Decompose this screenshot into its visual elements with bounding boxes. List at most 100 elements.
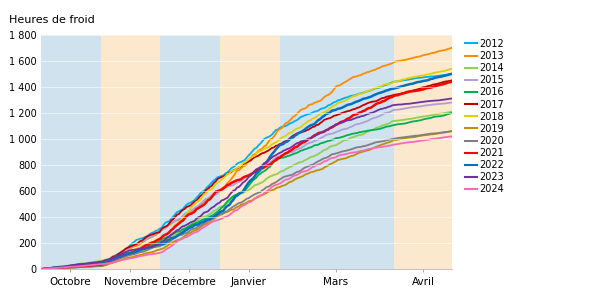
2017 <box>133 242 140 246</box>
2016 <box>448 111 455 115</box>
Line: 2019: 2019 <box>41 131 452 269</box>
Bar <box>160 35 220 269</box>
2021 <box>133 249 140 253</box>
2014 <box>38 267 45 271</box>
2015 <box>448 101 455 104</box>
2016 <box>38 267 45 271</box>
2013 <box>448 46 455 49</box>
2022 <box>113 255 121 259</box>
2012 <box>148 231 155 235</box>
Line: 2022: 2022 <box>41 74 452 269</box>
2019 <box>148 251 155 254</box>
2024 <box>148 252 155 256</box>
2021 <box>241 175 248 178</box>
2014 <box>113 255 121 259</box>
2013 <box>133 244 140 248</box>
2019 <box>179 236 187 239</box>
2012 <box>179 207 187 211</box>
Text: Heures de froid: Heures de froid <box>8 15 94 25</box>
2020 <box>49 267 56 270</box>
2023 <box>49 266 56 270</box>
2023 <box>133 248 140 251</box>
Bar <box>220 35 280 269</box>
2023 <box>148 245 155 248</box>
2021 <box>148 241 155 244</box>
2019 <box>113 260 121 263</box>
2017 <box>241 162 248 165</box>
2019 <box>49 267 56 270</box>
Line: 2013: 2013 <box>41 48 452 269</box>
2017 <box>113 254 121 257</box>
Line: 2021: 2021 <box>41 82 452 269</box>
2022 <box>38 267 45 271</box>
2017 <box>38 267 45 271</box>
Bar <box>41 35 101 269</box>
2019 <box>38 267 45 271</box>
Legend: 2012, 2013, 2014, 2015, 2016, 2017, 2018, 2019, 2020, 2021, 2022, 2023, 2024: 2012, 2013, 2014, 2015, 2016, 2017, 2018… <box>461 35 508 198</box>
2018 <box>179 216 187 219</box>
2017 <box>179 208 187 212</box>
Line: 2023: 2023 <box>41 99 452 269</box>
2015 <box>133 243 140 246</box>
2020 <box>241 198 248 202</box>
2016 <box>179 228 187 231</box>
2024 <box>113 260 121 263</box>
2021 <box>448 80 455 84</box>
2012 <box>49 266 56 269</box>
2020 <box>148 246 155 250</box>
2019 <box>241 202 248 205</box>
2022 <box>148 245 155 249</box>
2018 <box>113 258 121 261</box>
2024 <box>133 255 140 259</box>
2016 <box>113 257 121 260</box>
2012 <box>113 253 121 256</box>
2024 <box>49 267 56 270</box>
2015 <box>241 176 248 179</box>
2014 <box>148 245 155 249</box>
2018 <box>49 267 56 270</box>
2024 <box>38 267 45 271</box>
2020 <box>113 258 121 261</box>
2015 <box>113 254 121 257</box>
2023 <box>38 267 45 271</box>
2017 <box>448 79 455 82</box>
2013 <box>38 267 45 271</box>
2019 <box>448 129 455 133</box>
Line: 2016: 2016 <box>41 113 452 269</box>
2014 <box>179 227 187 230</box>
2021 <box>113 256 121 260</box>
Line: 2018: 2018 <box>41 69 452 269</box>
2023 <box>241 180 248 183</box>
2012 <box>38 267 45 271</box>
2018 <box>148 241 155 245</box>
2016 <box>148 243 155 246</box>
2022 <box>179 231 187 234</box>
2013 <box>49 267 56 270</box>
2016 <box>241 189 248 192</box>
2018 <box>448 67 455 70</box>
2014 <box>241 190 248 194</box>
2023 <box>113 254 121 258</box>
Line: 2017: 2017 <box>41 80 452 269</box>
2022 <box>241 187 248 190</box>
2020 <box>133 252 140 255</box>
2013 <box>241 164 248 168</box>
Line: 2012: 2012 <box>41 74 452 269</box>
2016 <box>133 250 140 254</box>
2014 <box>448 110 455 113</box>
2015 <box>38 267 45 271</box>
2024 <box>179 237 187 240</box>
Bar <box>394 35 452 269</box>
2017 <box>148 233 155 236</box>
2014 <box>49 266 56 269</box>
2018 <box>38 267 45 271</box>
2021 <box>49 266 56 270</box>
2015 <box>148 235 155 239</box>
2022 <box>133 250 140 253</box>
Line: 2014: 2014 <box>41 112 452 269</box>
2021 <box>38 267 45 271</box>
2024 <box>241 203 248 207</box>
2012 <box>241 158 248 162</box>
Line: 2015: 2015 <box>41 102 452 269</box>
2023 <box>448 97 455 100</box>
